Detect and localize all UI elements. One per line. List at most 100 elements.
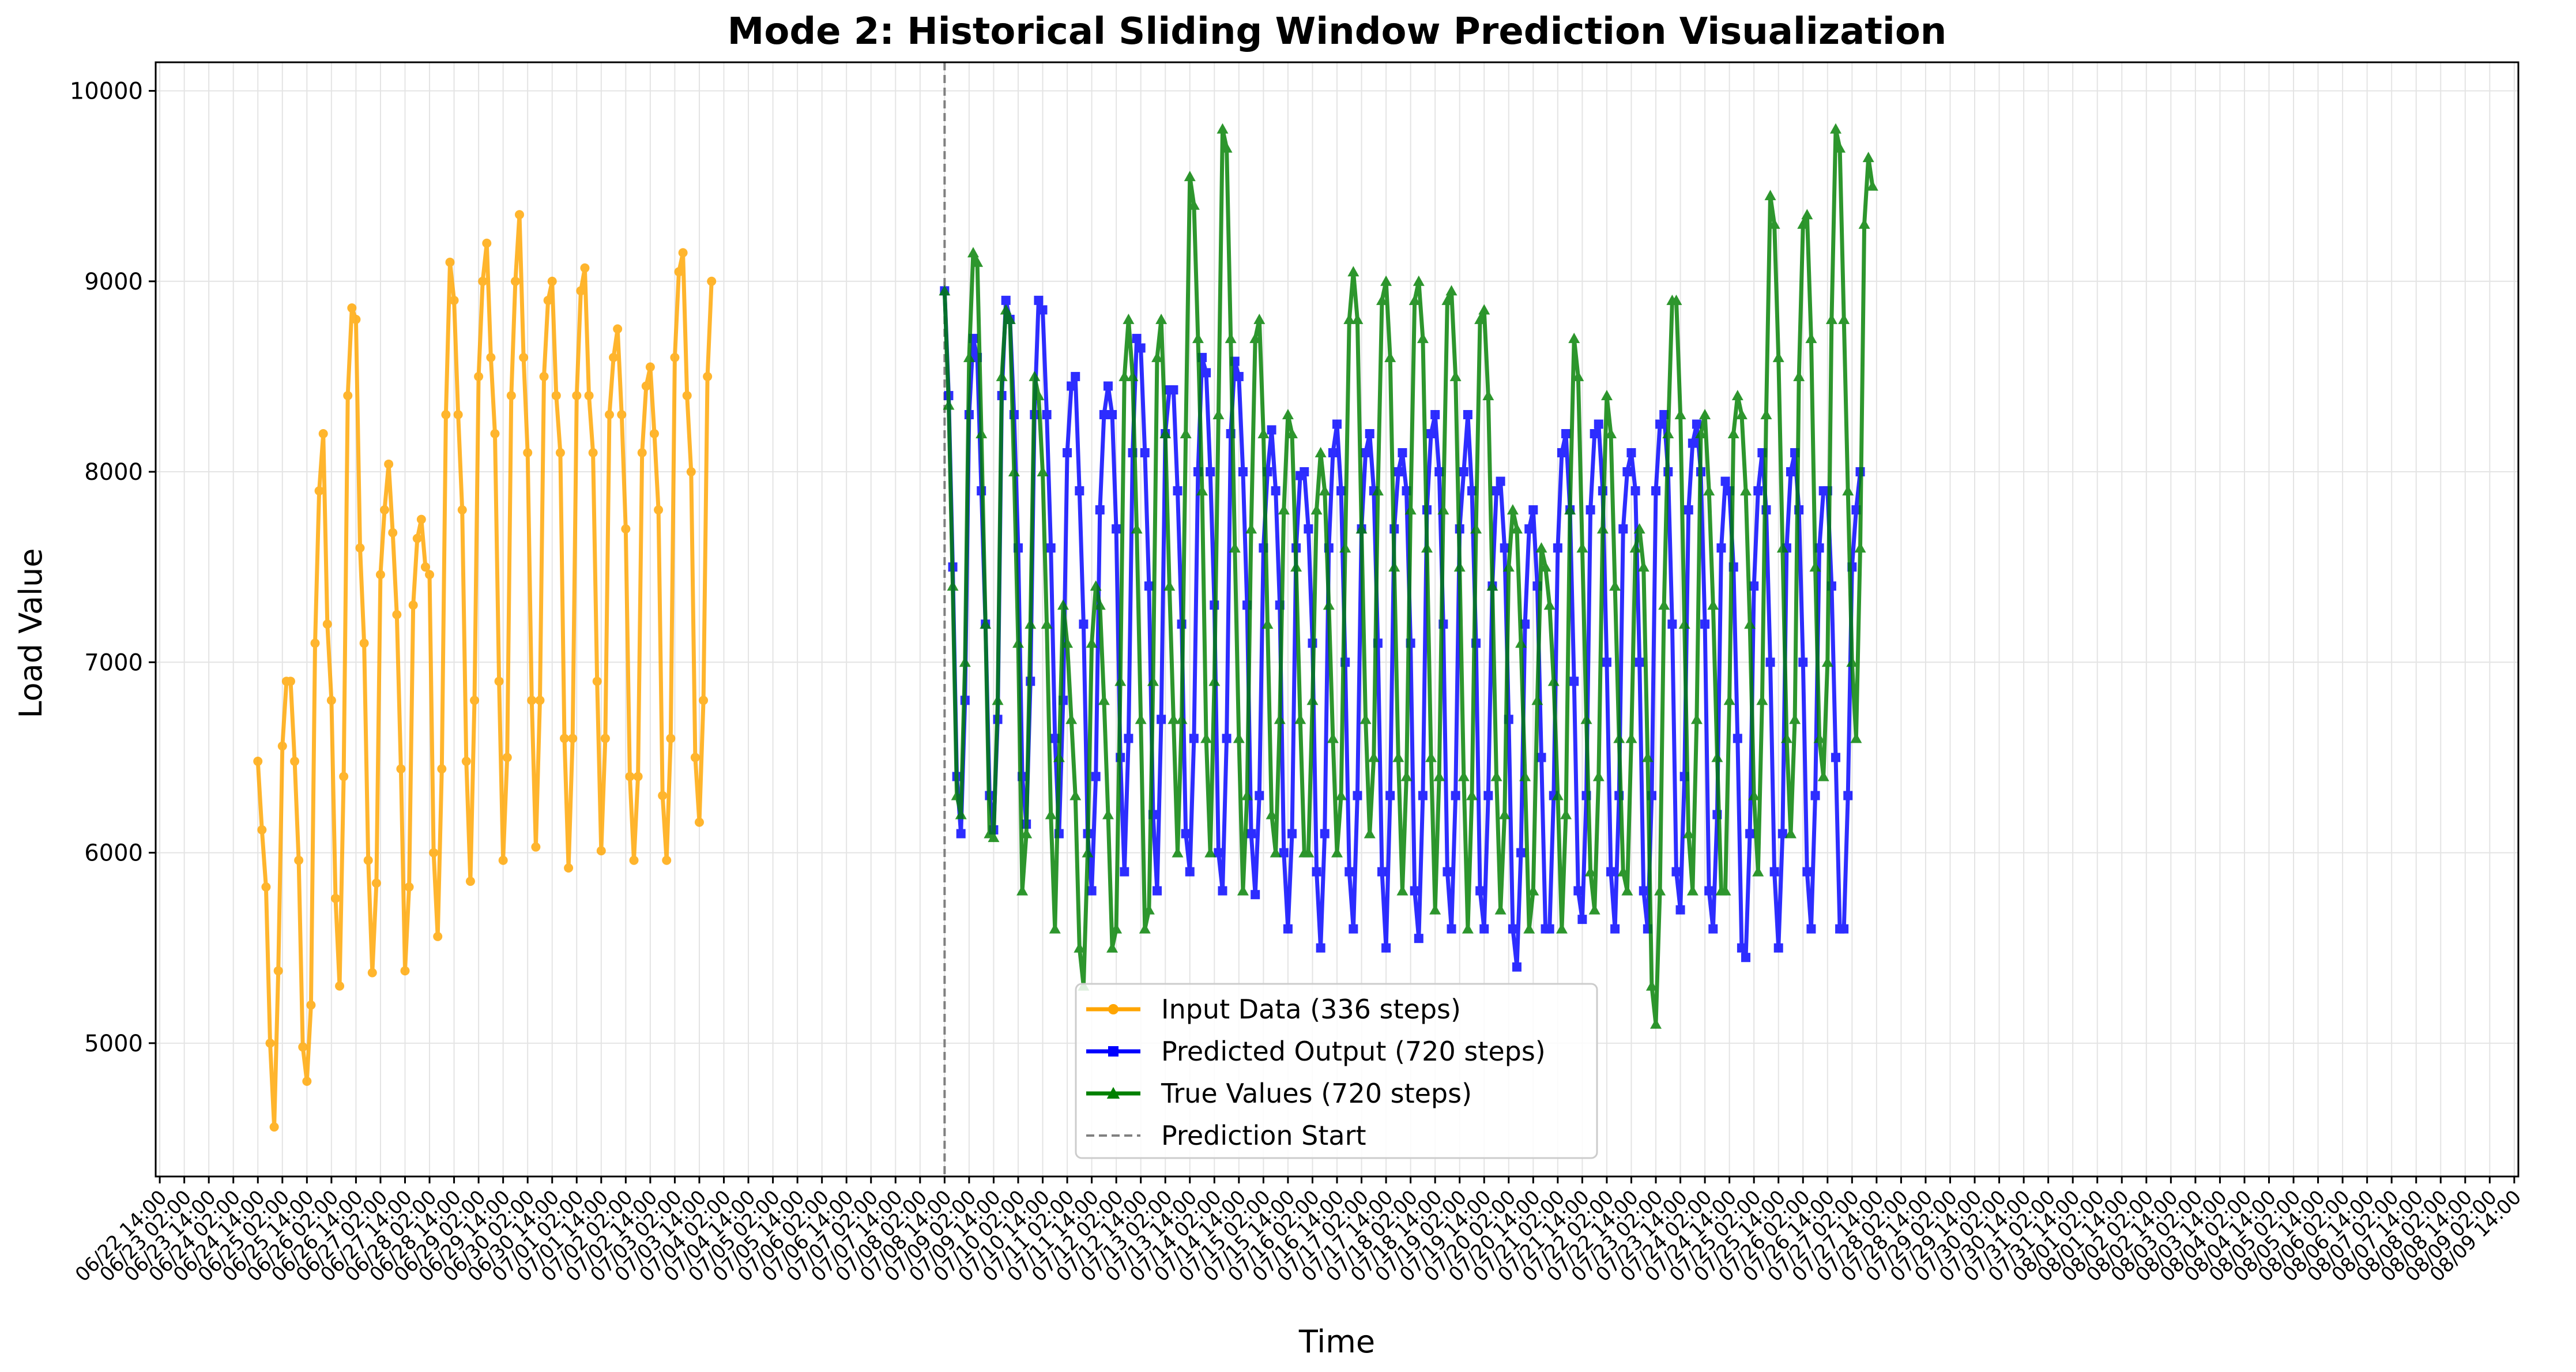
data-point: [1449, 370, 1462, 381]
data-point: [1251, 890, 1260, 900]
data-point: [1613, 732, 1625, 743]
data-point: [947, 580, 959, 591]
data-point: [1486, 580, 1498, 591]
data-point: [1622, 467, 1632, 477]
data-point: [547, 276, 557, 286]
data-point: [494, 676, 504, 686]
data-point: [1127, 370, 1139, 381]
data-point: [539, 371, 549, 381]
data-point: [1752, 866, 1764, 877]
data-point: [335, 981, 345, 991]
data-point: [1749, 581, 1759, 591]
data-point: [1492, 486, 1501, 496]
data-point: [363, 855, 373, 865]
data-point: [1287, 829, 1297, 839]
data-point: [1430, 409, 1440, 419]
data-point: [1551, 790, 1564, 800]
data-point: [1200, 732, 1212, 743]
data-point: [1168, 713, 1180, 724]
data-point: [1434, 467, 1444, 477]
data-point: [1335, 790, 1347, 800]
data-point: [1447, 924, 1456, 934]
data-point: [1229, 542, 1241, 553]
data-point: [1557, 448, 1566, 458]
data-point: [343, 390, 353, 400]
data-point: [1067, 381, 1076, 391]
data-point: [1618, 524, 1628, 534]
data-point: [1042, 409, 1052, 419]
data-point: [1524, 524, 1534, 534]
data-point: [654, 505, 664, 515]
data-point: [1658, 599, 1670, 610]
data-point: [988, 832, 1000, 843]
data-point: [1699, 408, 1711, 419]
data-point: [1206, 467, 1215, 477]
data-point: [1809, 561, 1821, 572]
data-point: [412, 533, 422, 543]
data-point: [1502, 561, 1515, 572]
data-point: [1118, 370, 1131, 381]
data-point: [1261, 618, 1274, 629]
data-point: [1188, 199, 1200, 210]
data-point: [1606, 867, 1616, 877]
data-point: [1094, 599, 1106, 610]
data-point: [1651, 486, 1661, 496]
data-point: [1645, 980, 1658, 991]
data-point: [1507, 504, 1519, 515]
data-point: [396, 764, 406, 774]
data-point: [437, 764, 447, 774]
data-point: [1625, 732, 1637, 743]
data-point: [699, 696, 709, 705]
data-point: [1769, 867, 1779, 877]
data-point: [1176, 713, 1188, 724]
data-point: [1475, 886, 1485, 896]
data-point: [1580, 713, 1592, 724]
data-point: [330, 893, 340, 903]
data-point: [1641, 751, 1654, 762]
data-point: [1046, 543, 1056, 553]
data-point: [1466, 790, 1478, 800]
data-point: [425, 570, 435, 580]
data-point: [1772, 351, 1784, 362]
data-point: [1249, 332, 1261, 343]
data-point: [1596, 523, 1609, 534]
data-point: [375, 570, 385, 580]
data-point: [1012, 637, 1024, 648]
data-point: [1237, 885, 1249, 896]
data-point: [1090, 580, 1102, 591]
data-point: [1061, 637, 1074, 648]
data-point: [1610, 924, 1620, 934]
data-point: [314, 486, 324, 496]
data-point: [1217, 123, 1229, 134]
data-point: [1238, 467, 1248, 477]
data-point: [662, 855, 672, 865]
data-point: [1241, 790, 1253, 800]
data-point: [1294, 713, 1306, 724]
data-point: [478, 276, 488, 286]
data-point: [441, 409, 451, 419]
data-point: [1402, 486, 1411, 496]
data-point: [1132, 333, 1142, 343]
data-point: [1172, 847, 1184, 858]
data-point: [703, 371, 713, 381]
legend-label: Input Data (336 steps): [1161, 994, 1461, 1025]
data-point: [318, 429, 328, 438]
data-point: [1034, 295, 1044, 305]
data-point: [707, 276, 717, 286]
data-point: [1091, 772, 1101, 781]
data-point: [1050, 734, 1060, 743]
data-point: [1793, 370, 1805, 381]
data-point: [1500, 543, 1509, 553]
data-point: [1441, 294, 1453, 305]
data-point: [535, 696, 545, 705]
data-point: [1490, 770, 1502, 781]
data-point: [658, 791, 668, 800]
data-point: [1451, 791, 1460, 800]
y-tick-label: 6000: [84, 840, 143, 867]
data-point: [1744, 618, 1756, 629]
data-point: [1445, 285, 1458, 296]
data-point: [1331, 847, 1343, 858]
data-point: [1735, 408, 1748, 419]
data-point: [498, 855, 508, 865]
